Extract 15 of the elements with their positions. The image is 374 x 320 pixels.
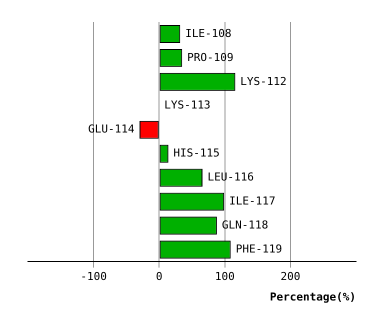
y-tick-label: ILE-108 <box>185 26 232 40</box>
x-tick-label: 100 <box>214 270 235 284</box>
x-axis-title: Percentage(%) <box>270 290 356 304</box>
y-tick-label: PHE-119 <box>236 242 282 256</box>
y-tick-label: GLU-114 <box>88 122 135 136</box>
y-tick-label: PRO-109 <box>187 50 234 64</box>
y-tick-label: GLN-118 <box>222 218 268 232</box>
x-tick-label: -100 <box>80 270 107 284</box>
y-tick-label: ILE-117 <box>229 194 276 208</box>
y-tick-label: LEU-116 <box>207 170 254 184</box>
y-tick-label: LYS-112 <box>240 74 287 88</box>
y-tick-label: HIS-115 <box>173 146 220 160</box>
y-tick-label: LYS-113 <box>164 98 211 112</box>
x-tick-label: 200 <box>280 270 300 284</box>
x-tick-label: 0 <box>156 270 163 284</box>
